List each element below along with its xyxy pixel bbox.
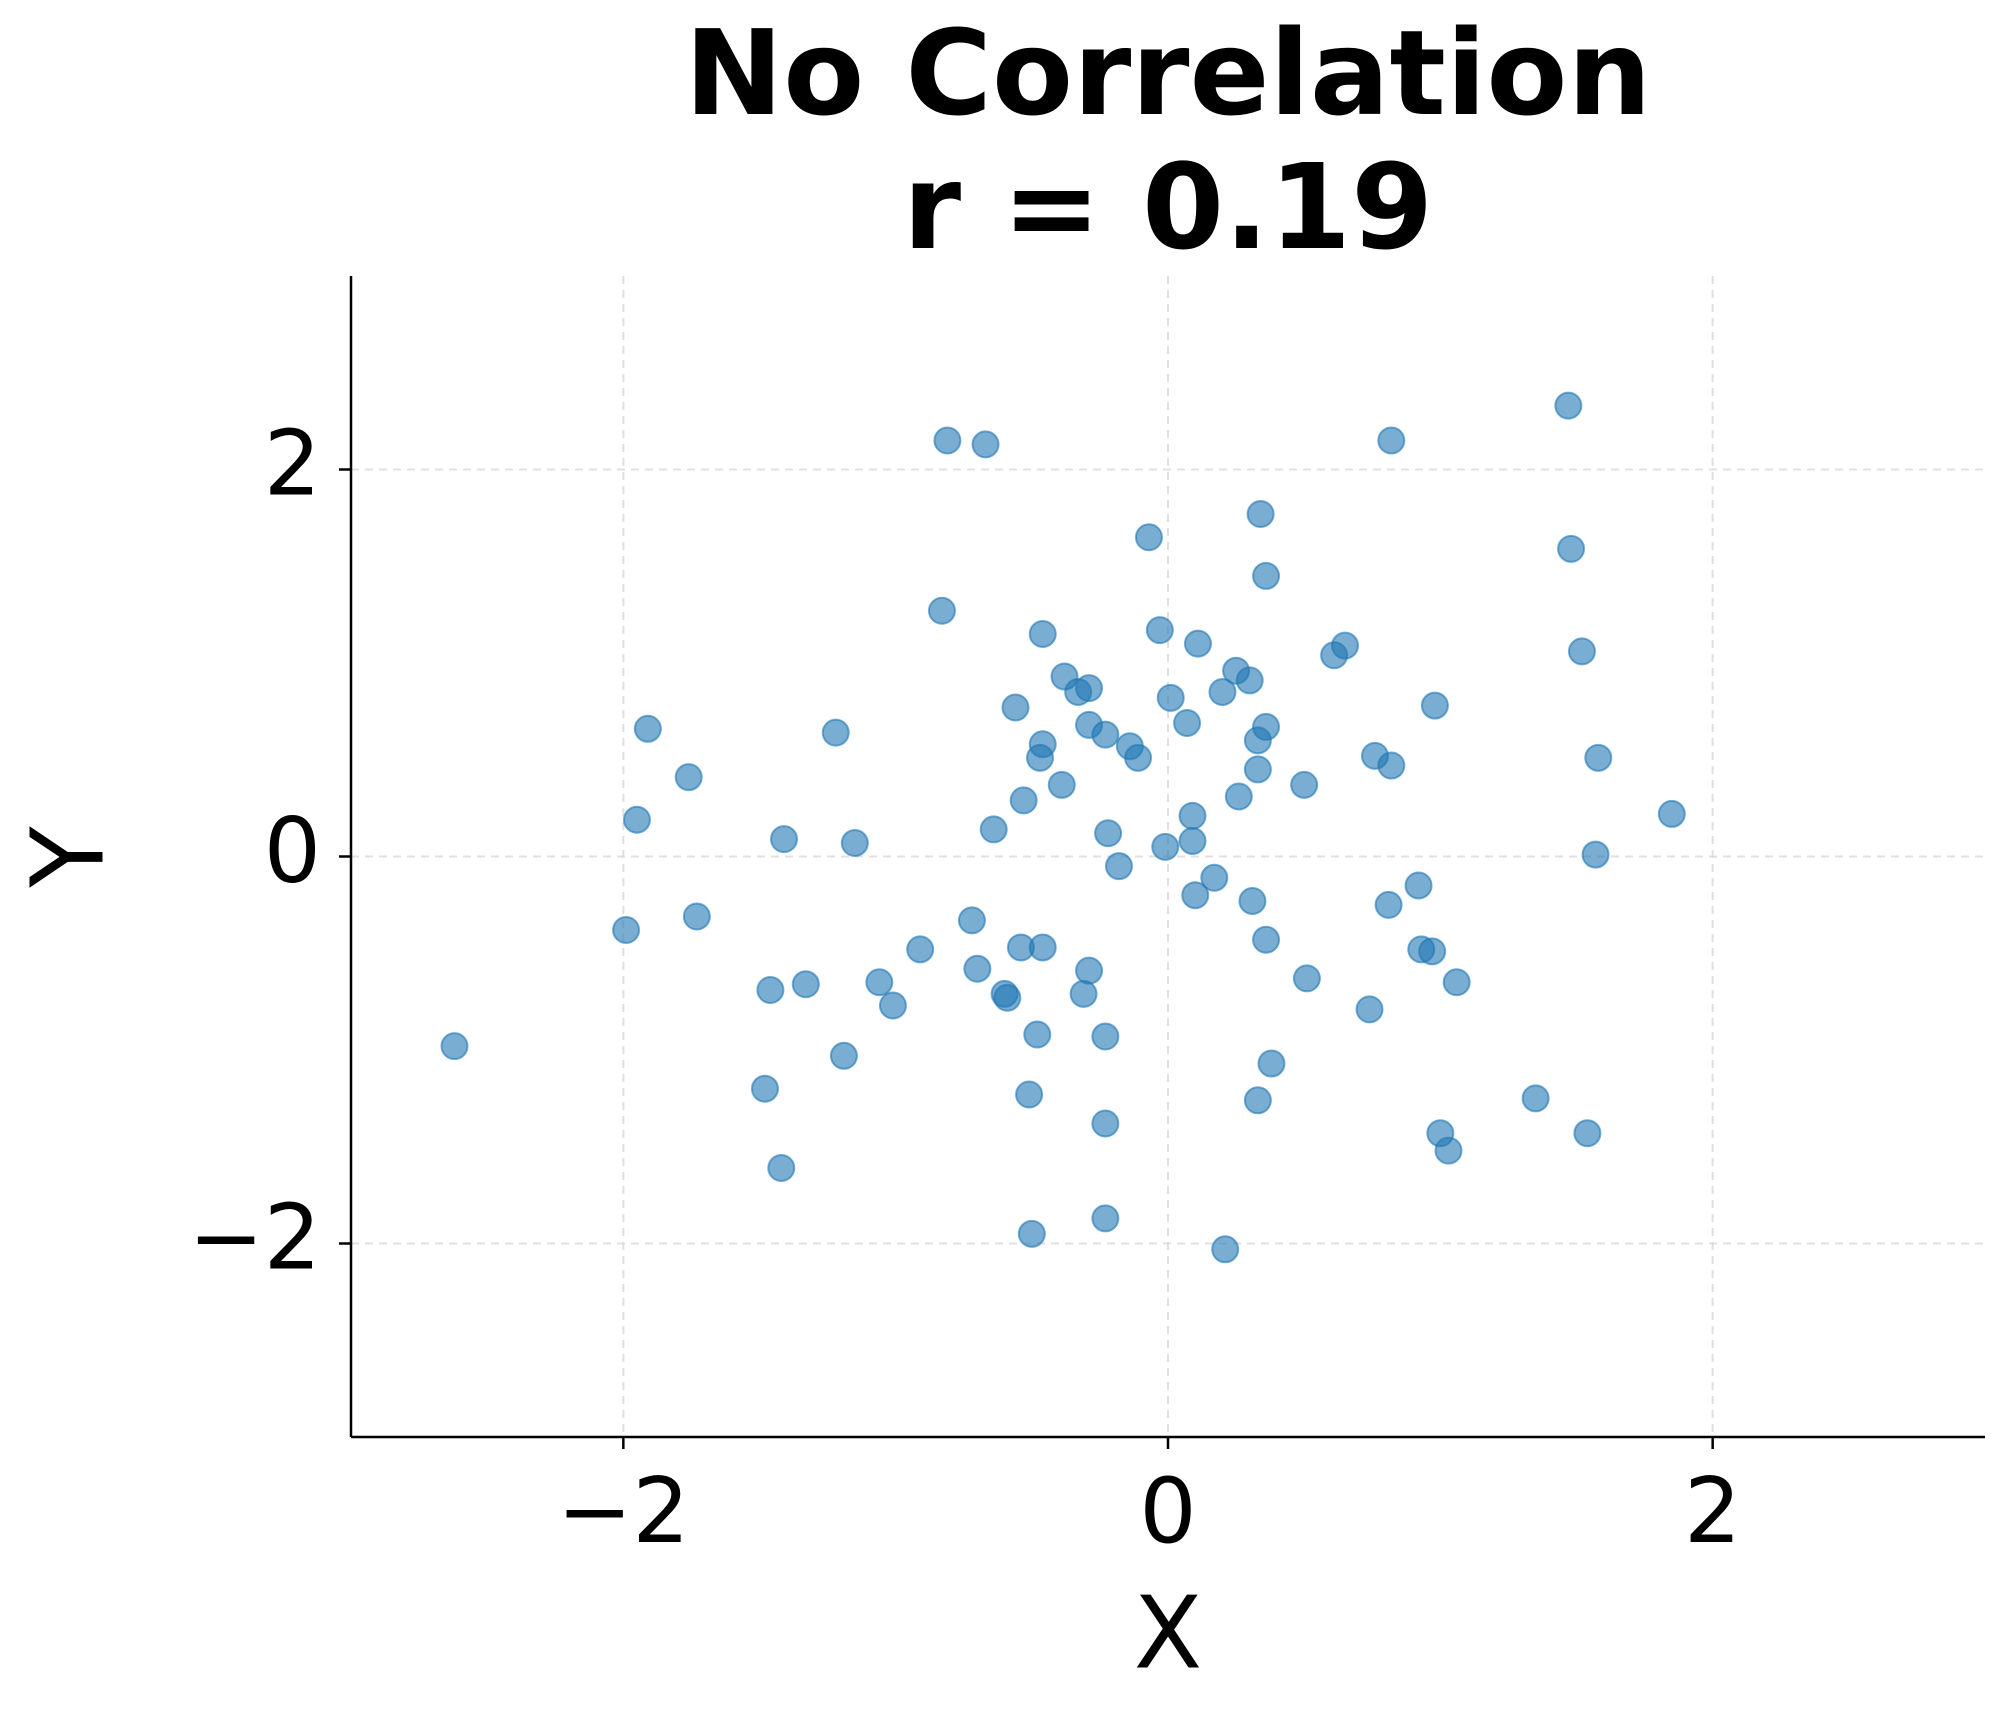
point bbox=[1252, 561, 1281, 590]
point bbox=[1235, 666, 1264, 695]
point bbox=[770, 825, 799, 854]
chart-title: No Correlation bbox=[685, 4, 1652, 142]
point bbox=[906, 935, 935, 964]
point bbox=[1091, 1022, 1120, 1051]
point bbox=[1290, 770, 1319, 799]
point bbox=[1442, 968, 1471, 997]
point bbox=[1320, 641, 1349, 670]
point bbox=[927, 596, 956, 625]
point bbox=[1243, 1086, 1272, 1115]
point bbox=[1243, 755, 1272, 784]
x-tick-label: 0 bbox=[1139, 1459, 1196, 1564]
point bbox=[957, 906, 986, 935]
point bbox=[1178, 801, 1207, 830]
point bbox=[1028, 619, 1057, 648]
point bbox=[1151, 832, 1180, 861]
point bbox=[1178, 827, 1207, 856]
point bbox=[865, 968, 894, 997]
point bbox=[1091, 1204, 1120, 1233]
point bbox=[1181, 881, 1210, 910]
point bbox=[633, 714, 662, 743]
point bbox=[1211, 1235, 1240, 1264]
point bbox=[756, 976, 785, 1005]
point bbox=[1434, 1136, 1463, 1165]
point bbox=[1075, 674, 1104, 703]
point bbox=[750, 1074, 779, 1103]
point bbox=[1001, 693, 1030, 722]
point bbox=[1243, 726, 1272, 755]
point bbox=[1015, 1080, 1044, 1109]
point bbox=[1355, 995, 1384, 1024]
point bbox=[1521, 1084, 1550, 1113]
point bbox=[1028, 933, 1057, 962]
point bbox=[1026, 743, 1055, 772]
point bbox=[1377, 751, 1406, 780]
point bbox=[1156, 683, 1185, 712]
point bbox=[993, 983, 1022, 1012]
x-axis-label: X bbox=[1134, 1574, 1203, 1691]
point bbox=[440, 1032, 469, 1061]
point bbox=[1017, 1219, 1046, 1248]
point bbox=[821, 718, 850, 747]
point bbox=[767, 1154, 796, 1183]
point bbox=[1094, 819, 1123, 848]
y-tick-label: −2 bbox=[188, 1185, 321, 1290]
point bbox=[878, 991, 907, 1020]
point bbox=[622, 805, 651, 834]
y-axis-label: Y bbox=[9, 826, 126, 889]
y-tick-label: 2 bbox=[264, 411, 321, 516]
y-tick-label: 0 bbox=[264, 798, 321, 903]
point bbox=[791, 970, 820, 999]
point bbox=[1047, 770, 1076, 799]
point bbox=[1418, 937, 1447, 966]
point bbox=[1183, 629, 1212, 658]
point bbox=[1208, 678, 1237, 707]
point bbox=[1091, 1109, 1120, 1138]
point bbox=[1573, 1119, 1602, 1148]
point bbox=[933, 426, 962, 455]
point bbox=[1238, 887, 1267, 916]
point bbox=[1124, 743, 1153, 772]
point bbox=[1145, 616, 1174, 645]
point bbox=[1657, 799, 1686, 828]
point bbox=[1246, 500, 1275, 529]
point bbox=[1023, 1020, 1052, 1049]
point bbox=[1009, 786, 1038, 815]
point bbox=[979, 815, 1008, 844]
point bbox=[963, 954, 992, 983]
x-tick-label: 2 bbox=[1684, 1459, 1741, 1564]
point bbox=[1224, 782, 1253, 811]
point bbox=[1420, 691, 1449, 720]
point bbox=[1252, 925, 1281, 954]
point bbox=[1374, 890, 1403, 919]
point bbox=[840, 828, 869, 857]
point bbox=[1567, 637, 1596, 666]
point bbox=[1257, 1049, 1286, 1078]
point bbox=[682, 902, 711, 931]
x-tick-label: −2 bbox=[557, 1459, 690, 1564]
point bbox=[1134, 523, 1163, 552]
point bbox=[1091, 720, 1120, 749]
point bbox=[674, 763, 703, 792]
point bbox=[829, 1041, 858, 1070]
point bbox=[1404, 871, 1433, 900]
point bbox=[1075, 956, 1104, 985]
chart-subtitle: r = 0.19 bbox=[903, 138, 1433, 276]
point bbox=[1377, 426, 1406, 455]
point bbox=[1584, 743, 1613, 772]
point bbox=[1554, 391, 1583, 420]
point bbox=[1292, 964, 1321, 993]
point bbox=[1069, 979, 1098, 1008]
point bbox=[1557, 534, 1586, 563]
point bbox=[1581, 840, 1610, 869]
point bbox=[1200, 863, 1229, 892]
point bbox=[1173, 708, 1202, 737]
point bbox=[971, 430, 1000, 459]
point bbox=[612, 916, 641, 945]
point bbox=[1104, 852, 1133, 881]
